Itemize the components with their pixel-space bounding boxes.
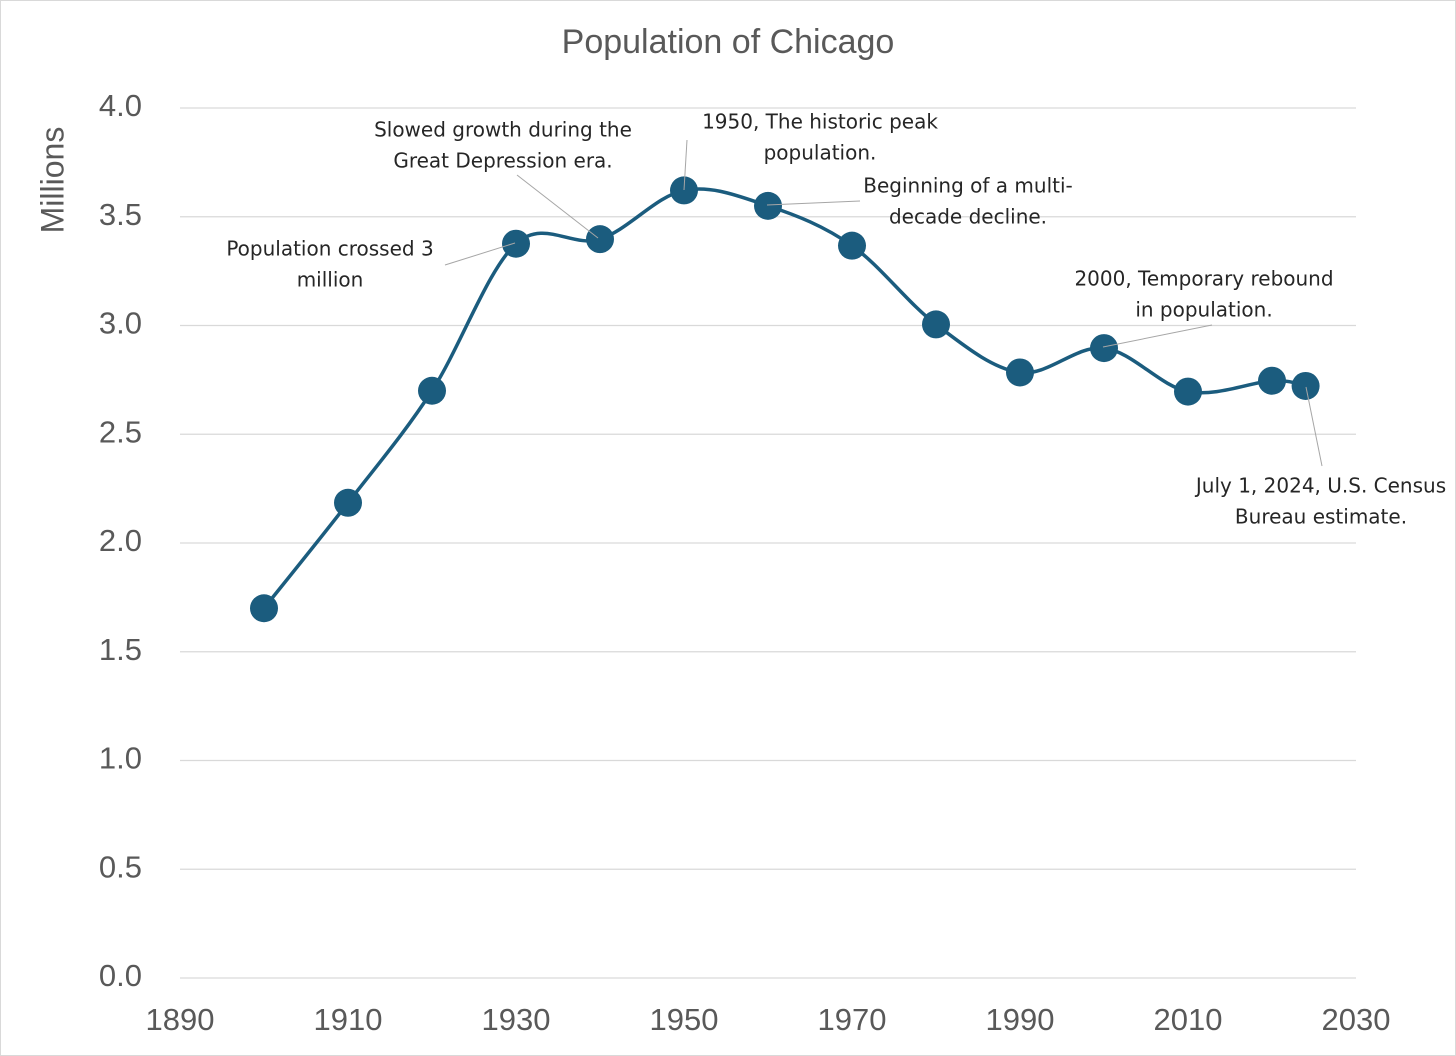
data-point <box>754 191 782 220</box>
annotation-text: July 1, 2024, U.S. Census <box>1194 474 1446 498</box>
y-tick-label: 3.5 <box>99 197 142 232</box>
y-tick-label: 0.0 <box>99 958 142 993</box>
annotation-text: Beginning of a multi- <box>863 174 1073 198</box>
annotation-text: decade decline. <box>889 205 1047 229</box>
annotation-text: in population. <box>1135 298 1272 322</box>
x-tick-label: 1990 <box>986 1002 1055 1037</box>
annotation-leader <box>1305 386 1323 467</box>
data-point <box>1291 371 1320 400</box>
chart-title: Population of Chicago <box>562 23 895 61</box>
y-tick-label: 4.0 <box>99 88 142 123</box>
annotation-text: Bureau estimate. <box>1235 505 1407 529</box>
annotation-leader <box>1102 324 1213 348</box>
data-point <box>838 231 866 260</box>
y-tick-label: 2.0 <box>99 523 142 558</box>
data-point <box>922 310 950 339</box>
y-axis-label: Millions <box>34 127 70 234</box>
annotation-text: Slowed growth during the <box>374 118 632 142</box>
x-tick-label: 2010 <box>1154 1002 1223 1037</box>
data-point <box>670 176 698 205</box>
annotation-leader <box>766 200 861 206</box>
x-tick-label: 1970 <box>818 1002 887 1037</box>
x-tick-label: 1950 <box>650 1002 719 1037</box>
annotation-leader <box>444 242 516 266</box>
x-tick-label: 2030 <box>1322 1002 1391 1037</box>
annotation-text: million <box>297 268 364 292</box>
data-point <box>586 225 614 254</box>
data-point <box>334 488 362 517</box>
annotation-text: Great Depression era. <box>393 149 612 173</box>
annotation-text: 2000, Temporary rebound <box>1074 267 1333 291</box>
data-point <box>1006 358 1034 387</box>
annotation-leader <box>516 174 599 239</box>
y-tick-label: 0.5 <box>99 849 142 884</box>
data-point <box>250 594 278 623</box>
data-point <box>1174 377 1202 406</box>
data-point <box>1090 334 1118 363</box>
annotation-text: population. <box>764 141 877 165</box>
x-tick-label: 1890 <box>146 1002 215 1037</box>
annotation-leader <box>683 139 688 191</box>
annotation-text: 1950, The historic peak <box>702 110 938 134</box>
y-tick-label: 2.5 <box>99 414 142 449</box>
y-tick-label: 1.0 <box>99 741 142 776</box>
y-tick-label: 3.0 <box>99 306 142 341</box>
annotation-text: Population crossed 3 <box>226 237 433 261</box>
x-tick-label: 1930 <box>482 1002 551 1037</box>
data-point <box>418 376 446 405</box>
y-tick-label: 1.5 <box>99 632 142 667</box>
data-point <box>1258 366 1286 395</box>
data-point <box>502 229 530 258</box>
x-tick-label: 1910 <box>314 1002 383 1037</box>
